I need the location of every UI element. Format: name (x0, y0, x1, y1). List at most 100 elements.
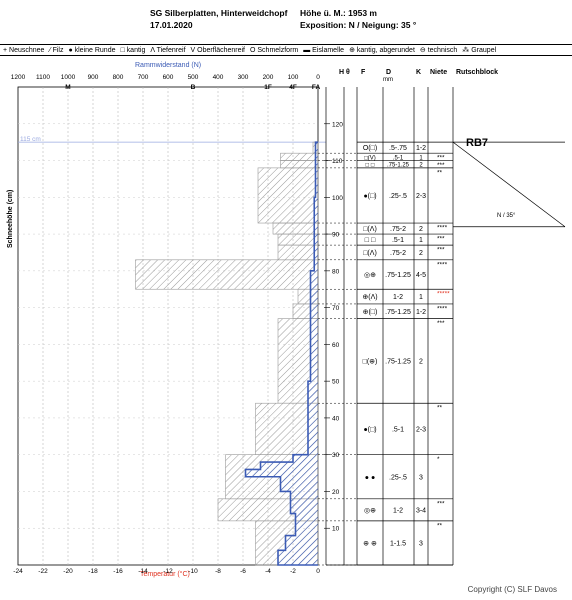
hardness-index-label: 3 (419, 540, 423, 547)
niete-label: **** (437, 261, 448, 268)
copyright: Copyright (C) SLF Davos (467, 585, 557, 594)
top-tick-label: 1000 (61, 74, 76, 81)
top-tick-label: 800 (113, 74, 124, 81)
hardness-layer-bar (277, 233, 319, 246)
ram-layer-bar (245, 469, 318, 477)
legend-faceted-rounded: ⊕ kantig, abgerundet (349, 47, 415, 54)
ram-layer-bar (280, 476, 318, 492)
hardness-layer-bar (280, 160, 319, 169)
ram-layer-bar (290, 491, 318, 514)
ram-layer-bar (293, 454, 318, 463)
temperature-tick-label: 0 (316, 568, 320, 575)
bottom-axis-title: Temperatur (°C) (140, 571, 190, 578)
temperature-tick-label: -18 (88, 568, 98, 575)
niete-label: ** (437, 522, 443, 529)
grain-form-label: □ □ (365, 237, 376, 244)
hardness-layer-bar (277, 244, 319, 261)
niete-label: *** (437, 236, 445, 243)
temperature-tick-label: -8 (215, 568, 221, 575)
hardness-layer-bar (280, 152, 319, 161)
rutschblock-orientation: N / 35° (497, 213, 516, 219)
grain-size-label: .75-1.25 (385, 309, 411, 316)
hardness-index-label: 3 (419, 474, 423, 481)
snow-surface-label: 115 cm (20, 136, 41, 143)
ram-layer-bar (310, 270, 318, 382)
legend-ice-lens: ▬ Eislamelle (303, 46, 345, 54)
ram-layer-bar (278, 550, 318, 565)
temperature-tick-label: -2 (290, 568, 296, 575)
niete-label: **** (437, 305, 448, 312)
grain-size-label: .75-1.25 (385, 272, 411, 279)
hardness-index-label: 1 (419, 294, 423, 301)
niete-label: ** (437, 405, 443, 412)
depth-tick-label: 90 (332, 232, 340, 239)
grain-size-label: 1-2 (393, 294, 403, 301)
grain-form-label: ⊕(□) (363, 309, 378, 316)
ram-layer-bar (314, 197, 318, 271)
top-tick-label: 600 (163, 74, 174, 81)
temperature-tick-label: -10 (188, 568, 198, 575)
grain-form-label: O(□) (363, 145, 377, 152)
grain-size-label: .75-1.25 (387, 163, 410, 169)
depth-tick-label: 30 (332, 452, 340, 459)
grain-form-label: □(Λ) (363, 250, 377, 257)
grain-form-label: □(⊕) (363, 358, 378, 365)
grain-size-label: .5-1 (392, 426, 404, 433)
col-k-header: K (416, 69, 422, 76)
hardness-index-label: 2 (419, 226, 423, 233)
grain-form-label: ●(□) (363, 193, 376, 200)
grain-form-label: ⊕(Λ) (362, 294, 377, 301)
hardness-tick-label: M (65, 84, 70, 91)
hardness-index-label: 2 (419, 163, 423, 169)
grain-size-label: .5-1 (392, 237, 404, 244)
hardness-layer-bar (135, 259, 319, 290)
temperature-tick-label: -22 (38, 568, 48, 575)
grain-form-label: ⊕ ⊕ (363, 540, 377, 547)
legend-melt-form: O Schmelzform (250, 46, 299, 54)
hardness-index-label: 1-2 (416, 309, 426, 316)
ram-profile-outline (244, 141, 318, 566)
grain-size-label: .5-.75 (389, 145, 407, 152)
hardness-index-label: 4-5 (416, 272, 426, 279)
hardness-tick-label: 4F (289, 84, 297, 91)
legend-rounded: ● kleine Runde (68, 46, 116, 54)
top-axis-title: Rammwiderstand (N) (135, 62, 202, 69)
profile-date: 17.01.2020 (150, 20, 193, 30)
niete-label: * (437, 456, 440, 463)
col-f-header: F (361, 69, 366, 76)
exposure-label: Exposition: N / Neigung: 35 ° (300, 20, 417, 30)
grain-size-label: 1-2 (393, 507, 403, 514)
hardness-index-label: 1-2 (416, 145, 426, 152)
legend-felt: ⁄ Filz (49, 46, 64, 54)
ram-layer-bar (285, 535, 318, 551)
depth-tick-label: 70 (332, 305, 340, 312)
legend-new-snow: + Neuschnee (3, 46, 45, 54)
grain-size-label: .75-1.25 (385, 358, 411, 365)
site-title: SG Silberplatten, Hinterweidchopf (150, 8, 288, 18)
top-tick-label: 0 (316, 74, 320, 81)
col-h-header: H (339, 69, 345, 76)
hardness-index-label: 2 (419, 358, 423, 365)
niete-label: *** (437, 500, 445, 507)
niete-label: *** (437, 247, 445, 254)
grain-size-label: .75-2 (390, 226, 406, 233)
depth-tick-label: 60 (332, 342, 340, 349)
hardness-index-label: 2 (419, 250, 423, 257)
depth-tick-label: 50 (332, 379, 340, 386)
niete-label: *** (437, 155, 445, 162)
col-d-unit: mm (383, 77, 393, 83)
niete-label: *** (437, 320, 445, 327)
temperature-tick-label: -12 (163, 568, 173, 575)
ram-layer-bar (315, 142, 318, 198)
depth-tick-label: 120 (332, 121, 343, 128)
grain-size-label: .25-.5 (389, 474, 407, 481)
hardness-tick-label: 1F (264, 84, 272, 91)
rutschblock-result: RB7 (466, 137, 489, 149)
temperature-tick-label: -4 (265, 568, 271, 575)
temperature-tick-label: -16 (113, 568, 123, 575)
legend-technical: ⊖ technisch (419, 47, 458, 54)
niete-label: ** (437, 169, 443, 176)
rutschblock-slope-line (452, 141, 566, 228)
temperature-tick-label: -24 (13, 568, 23, 575)
grain-legend: + Neuschnee ⁄ Filz ● kleine Runde □ kant… (0, 44, 572, 56)
